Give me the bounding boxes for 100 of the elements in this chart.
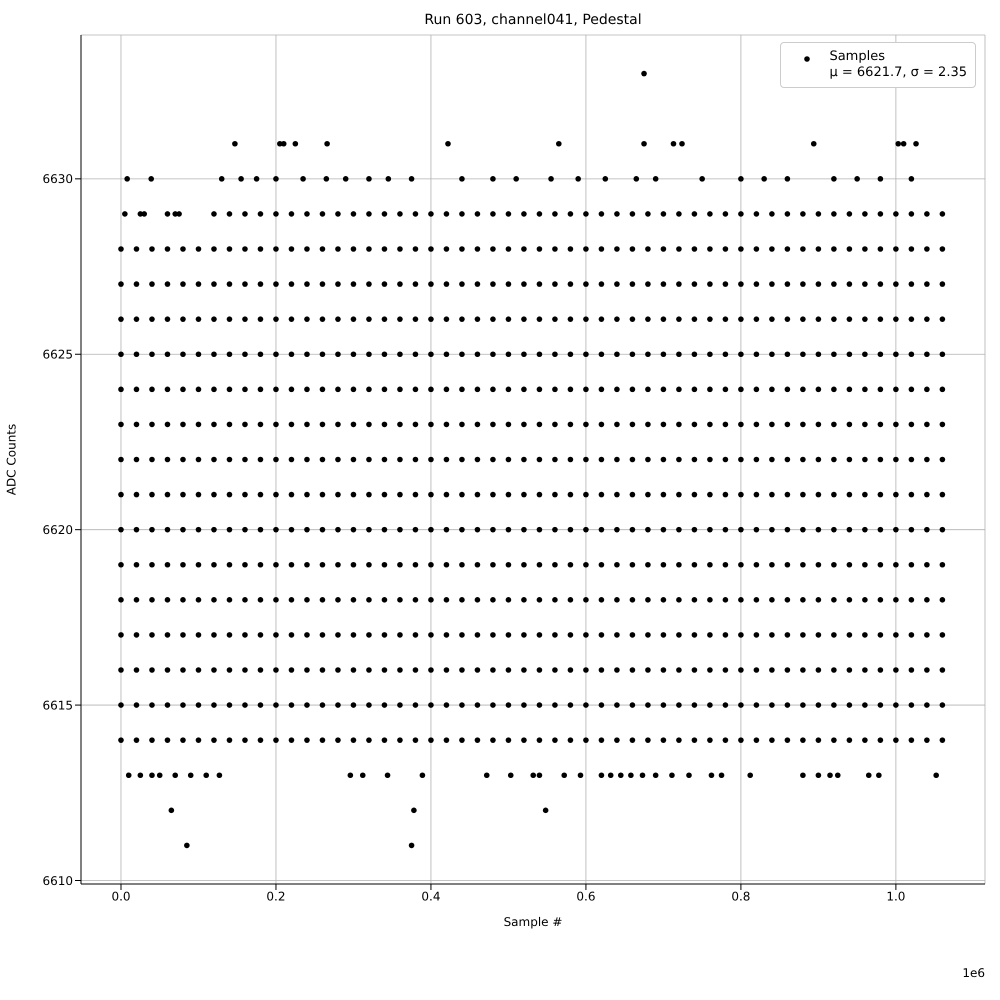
point <box>816 667 822 673</box>
point <box>614 737 620 743</box>
point <box>118 456 124 462</box>
point <box>598 526 604 532</box>
point <box>924 562 930 568</box>
point <box>660 456 666 462</box>
point <box>568 281 574 287</box>
point <box>211 351 217 358</box>
point <box>707 351 713 358</box>
point <box>258 351 264 358</box>
point <box>831 562 837 568</box>
point <box>412 737 418 743</box>
point <box>598 281 604 287</box>
point <box>908 632 914 638</box>
point <box>521 562 527 568</box>
point <box>506 667 512 673</box>
point <box>769 597 775 603</box>
point <box>118 422 124 428</box>
point <box>474 246 480 252</box>
point <box>164 422 170 428</box>
point <box>288 737 294 743</box>
point <box>940 597 946 603</box>
point <box>459 492 465 498</box>
point <box>645 456 651 462</box>
point <box>164 316 170 322</box>
point <box>196 351 202 358</box>
point <box>490 632 496 638</box>
point <box>180 667 186 673</box>
point <box>692 386 698 392</box>
point <box>908 281 914 287</box>
point <box>258 281 264 287</box>
point <box>846 386 852 392</box>
point <box>707 246 713 252</box>
point <box>412 351 418 358</box>
point <box>754 492 760 498</box>
point <box>598 492 604 498</box>
point <box>226 456 232 462</box>
point <box>304 597 310 603</box>
y-tick-label: 6620 <box>42 522 73 537</box>
point <box>211 246 217 252</box>
point <box>816 632 822 638</box>
point <box>118 351 124 358</box>
point <box>428 632 434 638</box>
point <box>459 526 465 532</box>
point <box>412 562 418 568</box>
point <box>118 667 124 673</box>
point <box>676 597 682 603</box>
point <box>692 667 698 673</box>
point <box>645 351 651 358</box>
point <box>350 562 356 568</box>
point <box>118 737 124 743</box>
point <box>568 246 574 252</box>
point <box>149 737 155 743</box>
point <box>754 667 760 673</box>
point <box>366 562 372 568</box>
point <box>196 702 202 708</box>
point <box>583 526 589 532</box>
point <box>862 562 868 568</box>
point <box>134 526 140 532</box>
point <box>784 492 790 498</box>
point <box>350 211 356 217</box>
point <box>428 456 434 462</box>
point <box>940 632 946 638</box>
point <box>304 492 310 498</box>
point <box>769 211 775 217</box>
point <box>614 667 620 673</box>
point <box>196 526 202 532</box>
point <box>164 562 170 568</box>
point <box>645 702 651 708</box>
point <box>335 667 341 673</box>
point <box>536 737 542 743</box>
point <box>490 246 496 252</box>
point <box>630 737 636 743</box>
point <box>552 667 558 673</box>
point <box>521 597 527 603</box>
point <box>583 737 589 743</box>
point <box>630 211 636 217</box>
point <box>428 667 434 673</box>
point <box>831 492 837 498</box>
point <box>908 492 914 498</box>
point <box>924 526 930 532</box>
point <box>320 246 326 252</box>
point <box>908 526 914 532</box>
point <box>707 562 713 568</box>
point <box>878 351 884 358</box>
point <box>350 492 356 498</box>
point <box>568 632 574 638</box>
point <box>444 211 450 217</box>
point <box>320 526 326 532</box>
point <box>242 316 248 322</box>
point <box>846 632 852 638</box>
point <box>846 492 852 498</box>
point <box>536 281 542 287</box>
point <box>134 492 140 498</box>
point <box>366 246 372 252</box>
point <box>196 422 202 428</box>
point <box>211 386 217 392</box>
point <box>707 456 713 462</box>
point <box>769 492 775 498</box>
point <box>831 526 837 532</box>
